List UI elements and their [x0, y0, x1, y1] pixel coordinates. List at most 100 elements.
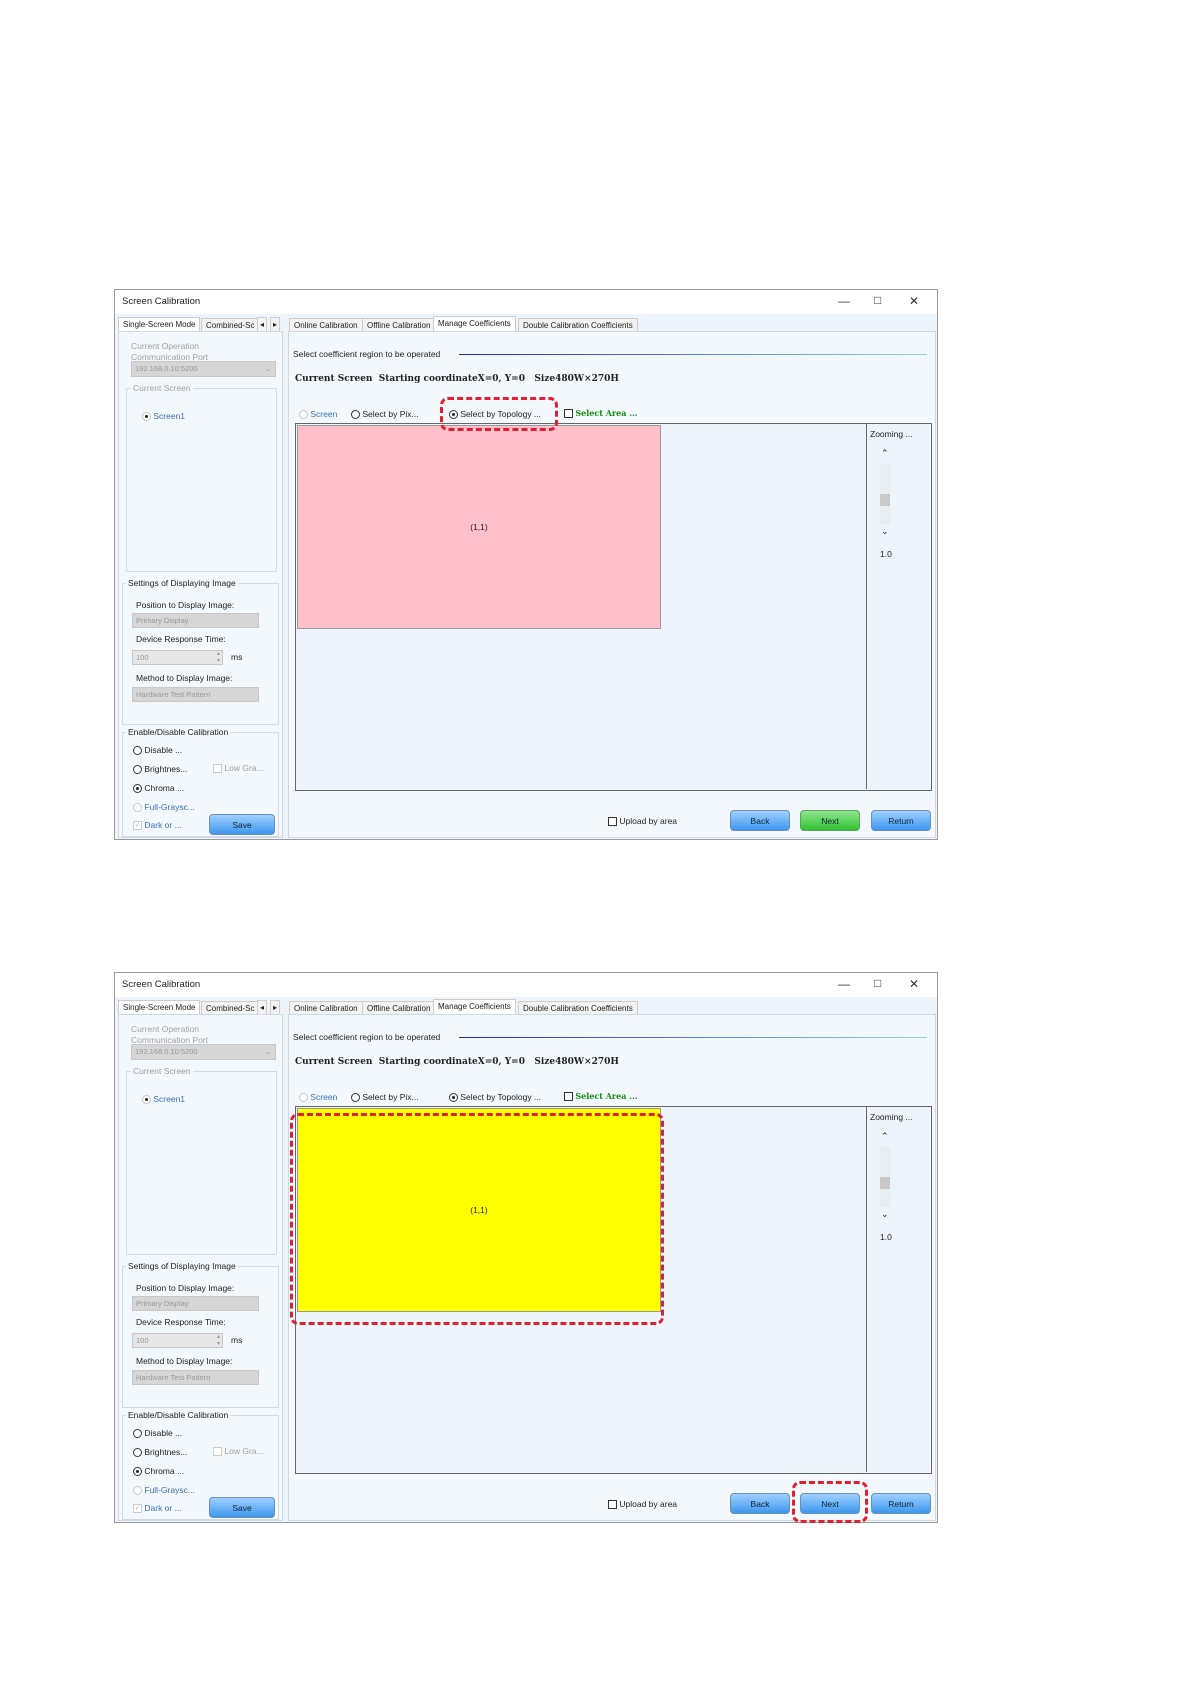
- position-dropdown[interactable]: Primary Display: [132, 1296, 259, 1311]
- left-panel: Current Operation Communication Port 192…: [118, 331, 283, 838]
- brightness-radio[interactable]: Brightnes...: [133, 1447, 188, 1458]
- full-grayscale-label: Full-Graysc...: [144, 1485, 195, 1495]
- cell-label: (1,1): [470, 522, 488, 532]
- tab-scroll-right-icon[interactable]: ▸: [270, 1000, 281, 1014]
- full-grayscale-radio[interactable]: Full-Graysc...: [133, 1485, 195, 1496]
- zoom-slider-track[interactable]: [880, 464, 890, 524]
- tab-scroll-right-icon[interactable]: ▸: [270, 317, 281, 331]
- zoom-slider-thumb[interactable]: [880, 1177, 890, 1189]
- tab-offline-calibration[interactable]: Offline Calibration: [362, 318, 436, 332]
- radio-icon: [299, 1093, 308, 1103]
- spin-arrows-icon[interactable]: ▴ ▾: [216, 651, 220, 664]
- low-gray-checkbox[interactable]: Low Gra...: [213, 763, 264, 774]
- topology-cell[interactable]: (1,1): [297, 425, 661, 629]
- zoom-down-icon[interactable]: ⌄: [881, 1209, 889, 1219]
- maximize-icon[interactable]: □: [874, 976, 882, 990]
- radio-icon: [133, 803, 142, 813]
- tab-combined-screen[interactable]: Combined-Sc: [201, 318, 260, 332]
- tab-scroll-left-icon[interactable]: ◂: [257, 1000, 268, 1014]
- tab-online-calibration[interactable]: Online Calibration: [289, 318, 363, 332]
- back-button[interactable]: Back: [730, 810, 790, 831]
- screen-radio[interactable]: Screen: [299, 1092, 337, 1103]
- radio-icon: [133, 746, 142, 756]
- zoom-up-icon[interactable]: ⌃: [881, 1131, 889, 1141]
- spin-arrows-icon[interactable]: ▴ ▾: [216, 1334, 220, 1347]
- upload-by-area-checkbox[interactable]: Upload by area: [608, 1499, 677, 1510]
- window-title: Screen Calibration: [122, 296, 201, 307]
- position-dropdown[interactable]: Primary Display: [132, 613, 259, 628]
- method-dropdown[interactable]: Hardware Test Pattern: [132, 1370, 259, 1385]
- radio-icon: [133, 1467, 142, 1477]
- response-time-spinbox[interactable]: 100 ▴ ▾: [132, 650, 223, 665]
- low-gray-label: Low Gra...: [224, 1446, 264, 1456]
- highlight-next-button: [792, 1481, 868, 1523]
- tab-manage-coefficients[interactable]: Manage Coefficients: [433, 316, 516, 332]
- response-time-value: 100: [136, 653, 149, 662]
- section-divider: [459, 354, 927, 355]
- upload-by-area-checkbox[interactable]: Upload by area: [608, 816, 677, 827]
- screen1-radio[interactable]: Screen1: [142, 1094, 185, 1105]
- brightness-radio[interactable]: Brightnes...: [133, 764, 187, 775]
- highlight-topology-cell: [290, 1113, 664, 1325]
- close-icon[interactable]: ✕: [909, 977, 920, 991]
- maximize-icon[interactable]: □: [874, 293, 882, 307]
- low-gray-checkbox[interactable]: Low Gra...: [213, 1446, 264, 1457]
- dark-checkbox[interactable]: ✓ Dark or ...: [133, 820, 182, 831]
- select-by-topology-radio[interactable]: Select by Topology ...: [449, 409, 541, 420]
- method-value: Hardware Test Pattern: [136, 690, 211, 699]
- chroma-radio[interactable]: Chroma ...: [133, 783, 184, 794]
- tab-offline-calibration[interactable]: Offline Calibration: [362, 1001, 436, 1015]
- low-gray-label: Low Gra...: [224, 763, 264, 773]
- section-divider: [459, 1037, 927, 1038]
- chroma-radio[interactable]: Chroma ...: [133, 1466, 184, 1477]
- dark-checkbox[interactable]: ✓ Dark or ...: [133, 1503, 182, 1514]
- return-button[interactable]: Return: [871, 1493, 931, 1514]
- response-time-label: Device Response Time:: [136, 634, 226, 644]
- next-button[interactable]: Next: [800, 1493, 860, 1514]
- save-button[interactable]: Save: [209, 814, 275, 835]
- full-grayscale-radio[interactable]: Full-Graysc...: [133, 802, 195, 813]
- tab-single-screen-mode[interactable]: Single-Screen Mode: [118, 317, 201, 331]
- minimize-icon[interactable]: —: [838, 294, 850, 308]
- topology-cell[interactable]: (1,1): [297, 1108, 661, 1312]
- select-area-checkbox[interactable]: Select Area ...: [564, 1091, 638, 1102]
- method-label: Method to Display Image:: [136, 673, 233, 683]
- zoom-slider-thumb[interactable]: [880, 494, 890, 506]
- return-button[interactable]: Return: [871, 810, 931, 831]
- select-by-topology-radio[interactable]: Select by Topology ...: [449, 1092, 541, 1103]
- tab-online-calibration[interactable]: Online Calibration: [289, 1001, 363, 1015]
- zoom-slider-track[interactable]: [880, 1147, 890, 1207]
- communication-port-dropdown[interactable]: 192.168.0.10:5200 ⌄: [131, 1044, 276, 1060]
- tab-scroll-left-icon[interactable]: ◂: [257, 317, 268, 331]
- disable-radio[interactable]: Disable ...: [133, 1428, 182, 1439]
- radio-icon: [299, 410, 308, 420]
- close-icon[interactable]: ✕: [909, 294, 920, 308]
- topology-canvas[interactable]: (1,1) Zooming ... ⌃ ⌄ 1.0: [295, 423, 932, 791]
- screen1-radio[interactable]: Screen1: [142, 411, 185, 422]
- method-dropdown[interactable]: Hardware Test Pattern: [132, 687, 259, 702]
- brightness-label: Brightnes...: [144, 1447, 188, 1457]
- select-area-checkbox[interactable]: Select Area ...: [564, 408, 638, 419]
- next-button[interactable]: Next: [800, 810, 860, 831]
- screen-radio[interactable]: Screen: [299, 409, 337, 420]
- back-button[interactable]: Back: [730, 1493, 790, 1514]
- zoom-up-icon[interactable]: ⌃: [881, 448, 889, 458]
- save-button[interactable]: Save: [209, 1497, 275, 1518]
- tab-double-calibration-coefficients[interactable]: Double Calibration Coefficients: [518, 1001, 638, 1015]
- topology-canvas[interactable]: (1,1) Zooming ... ⌃ ⌄ 1.0: [295, 1106, 932, 1474]
- response-time-spinbox[interactable]: 100 ▴ ▾: [132, 1333, 223, 1348]
- tab-single-screen-mode[interactable]: Single-Screen Mode: [118, 1000, 201, 1014]
- tab-double-calibration-coefficients[interactable]: Double Calibration Coefficients: [518, 318, 638, 332]
- select-by-pixel-radio[interactable]: Select by Pix...: [351, 1092, 419, 1103]
- select-area-label: Select Area ...: [575, 1091, 638, 1101]
- calibration-toggle-group: Enable/Disable Calibration Disable ... B…: [122, 727, 279, 837]
- tab-manage-coefficients[interactable]: Manage Coefficients: [433, 999, 516, 1015]
- select-by-pixel-radio[interactable]: Select by Pix...: [351, 409, 419, 420]
- title-bar: Screen Calibration — □ ✕: [115, 973, 937, 997]
- minimize-icon[interactable]: —: [838, 977, 850, 991]
- zoom-down-icon[interactable]: ⌄: [881, 526, 889, 536]
- select-by-pixel-label: Select by Pix...: [362, 1092, 419, 1102]
- disable-radio[interactable]: Disable ...: [133, 745, 182, 756]
- communication-port-dropdown[interactable]: 192.168.0.10:5200 ⌄: [131, 361, 276, 377]
- tab-combined-screen[interactable]: Combined-Sc: [201, 1001, 260, 1015]
